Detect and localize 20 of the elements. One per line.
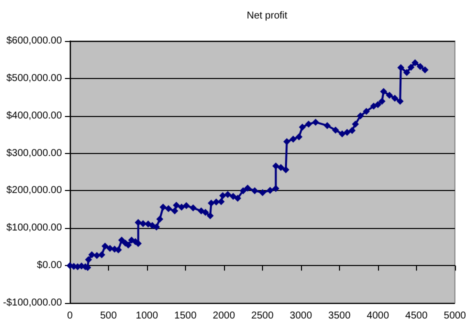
x-tick-label: 4500 xyxy=(405,310,428,321)
chart-title: Net profit xyxy=(246,10,288,22)
y-tick-label: -$100,000.00 xyxy=(2,298,62,308)
x-tick-label: 500 xyxy=(100,310,118,321)
y-tick-label: $300,000.00 xyxy=(6,148,62,159)
y-tick-label: $600,000.00 xyxy=(6,36,62,46)
y-tick-label: $500,000.00 xyxy=(6,72,62,84)
y-tick-label: $200,000.00 xyxy=(6,185,62,196)
y-tick-label: $400,000.00 xyxy=(6,110,62,122)
x-tick-label: 1000 xyxy=(136,310,158,321)
x-tick-label: 3500 xyxy=(328,310,351,321)
x-tick-label: 1500 xyxy=(174,310,197,321)
y-tick-label: $100,000.00 xyxy=(6,222,62,234)
x-tick-label: 4000 xyxy=(366,310,390,321)
y-tick-label: $0.00 xyxy=(36,260,62,272)
x-tick-label: 0 xyxy=(67,310,74,321)
x-tick-label: 3000 xyxy=(290,310,312,321)
x-tick-label: 5000 xyxy=(444,310,466,321)
x-tick-label: 2500 xyxy=(251,310,274,321)
x-tick-label: 2000 xyxy=(212,310,236,321)
